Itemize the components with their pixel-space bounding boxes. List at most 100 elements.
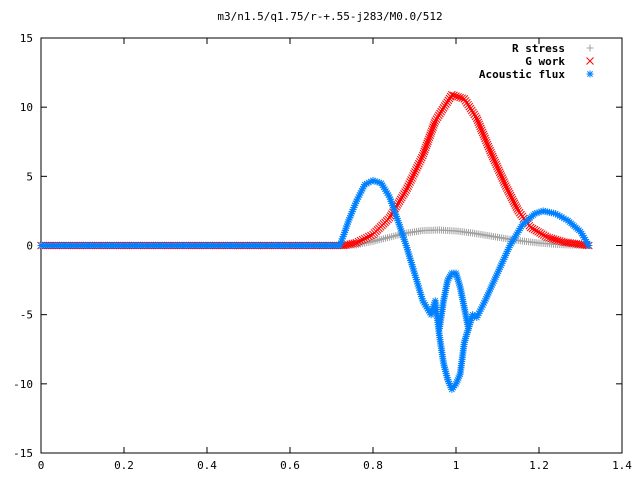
- data-point: [352, 238, 361, 247]
- data-point: [424, 137, 432, 146]
- data-point: [487, 148, 495, 157]
- data-point: [358, 235, 367, 244]
- data-point: [477, 124, 485, 133]
- data-point: [501, 180, 509, 188]
- data-point: [485, 144, 494, 153]
- data-point: [497, 172, 506, 181]
- data-point: [419, 149, 428, 158]
- data-point: [585, 242, 593, 249]
- data-point: [513, 205, 522, 213]
- data-point: [500, 178, 508, 186]
- data-point: [494, 166, 503, 175]
- series-1: [37, 90, 593, 250]
- data-point: [495, 168, 504, 177]
- data-point: [417, 153, 426, 162]
- data-point: [472, 114, 481, 123]
- data-point: [450, 91, 458, 100]
- data-point: [427, 129, 435, 138]
- x-tick-label: 0.4: [197, 459, 217, 472]
- x-tick-label: 0.6: [280, 459, 300, 472]
- data-point: [501, 182, 510, 190]
- data-point: [507, 193, 516, 202]
- data-point: [539, 231, 548, 239]
- data-point: [510, 199, 519, 208]
- legend-marker: [586, 57, 594, 65]
- data-point: [506, 191, 515, 200]
- data-point: [350, 239, 359, 248]
- y-tick-label: 10: [20, 101, 33, 114]
- data-point: [416, 155, 425, 164]
- data-point: [480, 132, 489, 141]
- x-tick-label: 1: [453, 459, 460, 472]
- y-tick-label: -10: [13, 378, 33, 391]
- data-point: [498, 174, 507, 183]
- data-point: [393, 201, 402, 209]
- data-point: [541, 232, 550, 240]
- data-point: [411, 168, 419, 176]
- legend-label: R stress: [512, 42, 565, 55]
- data-point: [502, 184, 511, 192]
- legend-marker: [586, 44, 594, 52]
- data-point: [407, 176, 415, 184]
- data-point: [422, 141, 431, 150]
- data-point: [385, 213, 394, 222]
- data-point: [534, 227, 542, 236]
- data-point: [482, 138, 491, 147]
- data-point: [494, 164, 502, 173]
- y-tick-label: -15: [13, 447, 33, 460]
- series-3: [435, 269, 472, 332]
- data-point: [429, 121, 438, 129]
- data-point: [416, 157, 424, 166]
- data-point: [400, 190, 408, 198]
- data-point: [401, 188, 409, 196]
- data-point: [481, 134, 489, 143]
- data-point: [423, 139, 432, 148]
- data-point: [427, 127, 436, 136]
- data-point: [412, 165, 420, 174]
- data-point: [356, 236, 365, 245]
- data-point: [420, 147, 429, 156]
- data-point: [406, 178, 414, 186]
- data-point: [478, 128, 487, 137]
- data-point: [509, 197, 518, 206]
- x-tick-label: 1.4: [612, 459, 632, 472]
- data-point: [404, 182, 413, 190]
- data-point: [489, 154, 498, 163]
- data-point: [475, 120, 484, 129]
- data-point: [484, 142, 493, 151]
- data-point: [403, 184, 412, 192]
- data-point: [504, 187, 513, 196]
- data-point: [429, 123, 437, 131]
- data-point: [474, 118, 483, 127]
- data-point: [428, 125, 437, 133]
- data-point: [456, 93, 465, 102]
- data-point: [409, 172, 417, 180]
- chart-title: m3/n1.5/q1.75/r-+.55-j283/M0.0/512: [217, 10, 442, 23]
- data-point: [447, 90, 456, 99]
- data-point: [490, 156, 499, 165]
- series-2: [37, 176, 593, 393]
- y-tick-label: 5: [26, 170, 33, 183]
- data-point: [505, 189, 514, 198]
- y-tick-label: 0: [26, 240, 33, 253]
- legend-label: G work: [525, 55, 565, 68]
- data-point: [421, 145, 429, 154]
- data-point: [537, 230, 546, 238]
- data-point: [425, 133, 434, 142]
- data-point: [464, 325, 472, 332]
- data-point: [476, 122, 484, 131]
- y-tick-label: -5: [20, 309, 33, 322]
- data-point: [397, 193, 406, 202]
- data-point: [487, 150, 496, 159]
- data-point: [488, 152, 497, 161]
- x-tick-label: 0.2: [114, 459, 134, 472]
- y-tick-label: 15: [20, 32, 33, 45]
- data-point: [405, 180, 413, 188]
- legend-label: Acoustic flux: [479, 68, 565, 81]
- data-point: [493, 162, 501, 171]
- data-point: [399, 191, 407, 200]
- x-tick-label: 0.8: [363, 459, 383, 472]
